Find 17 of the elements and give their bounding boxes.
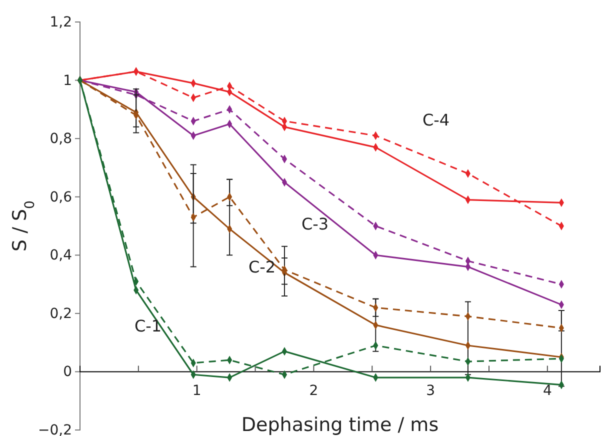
annotation: C-1 <box>134 316 162 336</box>
annotation: C-3 <box>301 214 329 234</box>
annotation: C-2 <box>248 257 276 276</box>
x-tick-label: 2 <box>309 383 318 400</box>
y-tick-label: 0 <box>63 364 72 380</box>
x-tick-label: 4 <box>542 383 552 400</box>
x-tick-label: 3 <box>426 383 436 400</box>
y-tick-label: 0,8 <box>50 131 72 148</box>
y-tick-label: 0,6 <box>50 189 72 206</box>
y-tick-label: 1,2 <box>50 14 72 30</box>
annotation: C-4 <box>422 110 450 130</box>
y-tick-label: 0,2 <box>50 306 72 322</box>
x-axis-title: Dephasing time / ms <box>241 414 439 436</box>
y-tick-label: 1 <box>63 72 72 89</box>
x-tick-label: 1 <box>192 383 202 400</box>
y-tick-label: −0,2 <box>38 422 72 436</box>
y-tick-label: 0,4 <box>50 248 72 264</box>
